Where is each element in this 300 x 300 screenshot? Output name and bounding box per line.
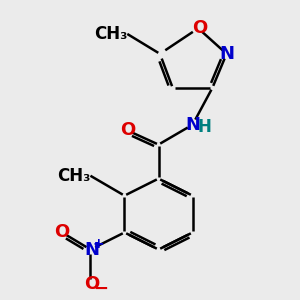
Text: CH₃: CH₃	[94, 25, 127, 43]
Text: N: N	[185, 116, 200, 134]
Text: O: O	[84, 274, 100, 292]
Text: N: N	[219, 45, 234, 63]
Text: −: −	[93, 280, 108, 298]
Text: O: O	[192, 19, 207, 37]
Text: N: N	[84, 241, 99, 259]
Text: +: +	[93, 237, 104, 251]
Text: O: O	[55, 224, 70, 242]
Text: O: O	[120, 122, 135, 140]
Text: CH₃: CH₃	[57, 167, 90, 185]
Text: H: H	[197, 118, 212, 136]
